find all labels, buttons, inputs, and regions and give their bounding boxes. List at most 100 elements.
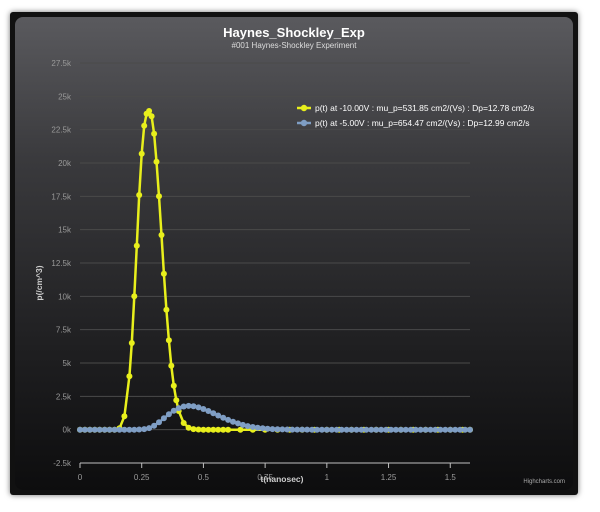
data-point[interactable] [141,426,148,433]
data-point[interactable] [185,424,192,431]
credits-link[interactable]: Highcharts.com [523,479,565,485]
data-point[interactable] [111,426,118,433]
data-point[interactable] [126,373,133,380]
data-point[interactable] [254,424,261,431]
data-point[interactable] [136,192,143,198]
data-point[interactable] [338,426,345,433]
data-point[interactable] [244,423,251,430]
data-point[interactable] [126,426,133,433]
data-point[interactable] [239,421,246,428]
data-point[interactable] [153,158,160,165]
data-point[interactable] [363,426,370,433]
data-point[interactable] [353,426,360,433]
data-point[interactable] [309,426,315,433]
data-point[interactable] [151,422,158,429]
data-point[interactable] [289,426,296,433]
data-point[interactable] [168,362,175,369]
data-point[interactable] [210,426,217,433]
data-point[interactable] [447,426,454,433]
data-point[interactable] [200,406,207,412]
data-point[interactable] [170,382,177,389]
data-point[interactable] [133,242,140,249]
data-point[interactable] [121,413,128,420]
data-point[interactable] [378,426,385,433]
data-point[interactable] [156,193,162,200]
data-point[interactable] [128,340,135,346]
data-point[interactable] [210,410,217,417]
data-point[interactable] [279,426,286,433]
data-point[interactable] [284,426,291,433]
data-point[interactable] [185,402,192,409]
data-point[interactable] [146,108,153,114]
data-point[interactable] [170,407,177,414]
series-1[interactable] [77,108,473,433]
data-point[interactable] [163,306,170,313]
data-point[interactable] [264,425,271,432]
data-point[interactable] [318,426,325,433]
data-point[interactable] [402,426,409,433]
data-point[interactable] [91,426,98,433]
data-point[interactable] [348,426,355,433]
data-point[interactable] [195,404,202,411]
data-point[interactable] [457,426,464,433]
data-point[interactable] [165,411,172,418]
data-point[interactable] [437,426,444,433]
legend[interactable]: p(t) at -10.00V : mu_p=531.85 cm2/(Vs) :… [297,103,534,128]
data-point[interactable] [333,426,340,433]
data-point[interactable] [165,337,172,344]
data-point[interactable] [195,426,202,433]
data-point[interactable] [407,426,414,433]
data-point[interactable] [452,426,459,433]
data-point[interactable] [323,426,330,433]
data-point[interactable] [136,426,143,433]
data-point[interactable] [225,416,232,423]
data-point[interactable] [230,418,236,425]
data-point[interactable] [116,426,123,433]
data-point[interactable] [106,426,113,433]
data-point[interactable] [304,426,311,433]
data-point[interactable] [383,426,390,433]
data-point[interactable] [299,426,306,433]
data-point[interactable] [200,426,207,433]
data-point[interactable] [467,426,473,433]
data-point[interactable] [160,270,167,277]
data-point[interactable] [96,426,103,433]
data-point[interactable] [180,403,187,410]
data-point[interactable] [235,420,241,427]
data-point[interactable] [442,426,449,433]
data-point[interactable] [77,426,83,433]
data-point[interactable] [269,426,276,433]
data-point[interactable] [388,426,394,433]
data-point[interactable] [190,403,197,410]
data-point[interactable] [462,426,469,433]
data-point[interactable] [205,426,212,433]
legend-item-series-1[interactable]: p(t) at -10.00V : mu_p=531.85 cm2/(Vs) :… [297,103,534,113]
data-point[interactable] [180,420,187,426]
data-point[interactable] [101,426,108,433]
data-point[interactable] [373,426,380,433]
data-point[interactable] [225,426,232,433]
data-point[interactable] [158,232,165,238]
data-point[interactable] [86,426,93,433]
data-point[interactable] [368,426,375,433]
data-point[interactable] [274,426,281,433]
legend-item-series-2[interactable]: p(t) at -5.00V : mu_p=654.47 cm2/(Vs) : … [297,118,530,128]
data-point[interactable] [205,408,212,414]
data-point[interactable] [220,414,227,421]
data-point[interactable] [190,426,197,433]
data-point[interactable] [121,426,128,433]
data-point[interactable] [314,426,320,433]
data-point[interactable] [427,426,434,433]
data-point[interactable] [173,397,180,404]
data-point[interactable] [131,426,138,433]
data-point[interactable] [422,426,429,433]
data-point[interactable] [146,425,153,432]
data-point[interactable] [160,415,167,422]
data-point[interactable] [81,426,88,433]
data-point[interactable] [215,412,222,419]
data-point[interactable] [156,419,162,426]
data-point[interactable] [294,426,301,433]
data-point[interactable] [175,405,182,412]
data-point[interactable] [343,426,350,433]
data-point[interactable] [392,426,399,433]
